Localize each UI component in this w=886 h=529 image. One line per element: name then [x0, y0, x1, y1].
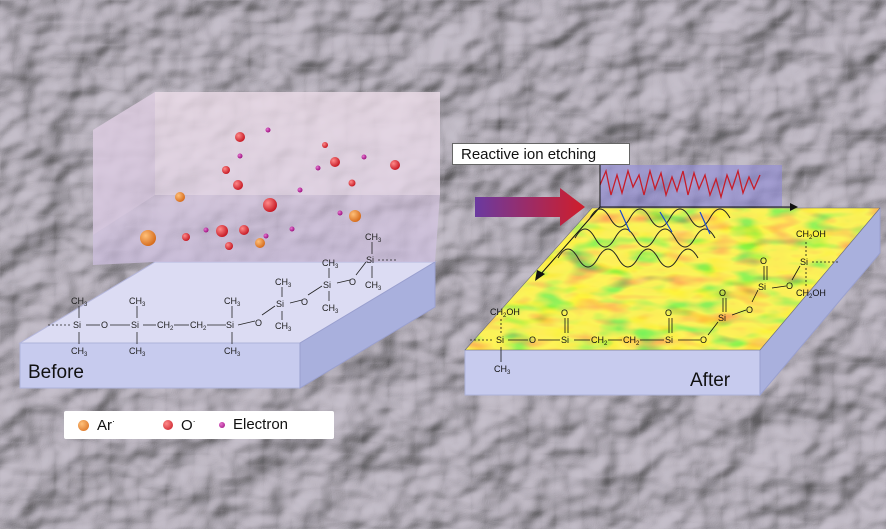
- svg-text:O: O: [719, 288, 726, 298]
- svg-text:CH3: CH3: [224, 296, 241, 308]
- svg-text:Si: Si: [718, 313, 726, 323]
- svg-text:O: O: [301, 297, 308, 307]
- svg-text:O: O: [760, 256, 767, 266]
- svg-text:CH3: CH3: [275, 321, 292, 333]
- svg-text:Si: Si: [73, 320, 81, 330]
- svg-text:CH3: CH3: [322, 258, 339, 270]
- process-arrow: [475, 188, 585, 226]
- svg-text:CH2OH: CH2OH: [490, 307, 520, 319]
- svg-text:Si: Si: [800, 257, 808, 267]
- svg-text:Si: Si: [758, 282, 766, 292]
- svg-text:CH3: CH3: [224, 346, 241, 358]
- svg-text:Si: Si: [561, 335, 569, 345]
- svg-text:O: O: [746, 305, 753, 315]
- after-substrate: [464, 206, 881, 397]
- legend-argon-label: Ar·: [97, 416, 115, 434]
- before-molecule: Si O Si CH2 CH2 Si O Si O Si O Si CH3 CH…: [48, 232, 396, 358]
- svg-text:O: O: [349, 277, 356, 287]
- svg-text:CH2: CH2: [591, 335, 608, 347]
- svg-text:O: O: [561, 308, 568, 318]
- svg-text:CH3: CH3: [494, 364, 511, 376]
- svg-text:CH3: CH3: [365, 280, 382, 292]
- svg-text:Si: Si: [131, 320, 139, 330]
- svg-text:O: O: [255, 318, 262, 328]
- svg-text:Si: Si: [665, 335, 673, 345]
- process-label: Reactive ion etching: [452, 143, 630, 165]
- svg-text:CH3: CH3: [71, 346, 88, 358]
- after-label: After: [690, 370, 731, 391]
- svg-text:CH2: CH2: [190, 320, 207, 332]
- after-molecule: Si O Si CH2 CH2 Si O Si O Si O Si O O O …: [470, 229, 840, 376]
- svg-text:CH2OH: CH2OH: [796, 288, 826, 300]
- legend-oxygen-icon: [163, 420, 173, 430]
- svg-text:CH3: CH3: [71, 296, 88, 308]
- svg-text:Si: Si: [496, 335, 504, 345]
- svg-text:O: O: [529, 335, 536, 345]
- svg-text:O: O: [786, 281, 793, 291]
- svg-text:O: O: [700, 335, 707, 345]
- svg-text:Si: Si: [366, 255, 374, 265]
- svg-text:O: O: [665, 308, 672, 318]
- legend: Ar· O· Electron: [64, 411, 334, 439]
- svg-text:CH2: CH2: [157, 320, 174, 332]
- svg-text:CH3: CH3: [129, 296, 146, 308]
- legend-electron-icon: [219, 422, 225, 428]
- plasma-particles: [140, 127, 400, 250]
- legend-argon-icon: [78, 420, 89, 431]
- svg-text:O: O: [101, 320, 108, 330]
- legend-oxygen-label: O·: [181, 416, 196, 434]
- svg-text:CH2: CH2: [623, 335, 640, 347]
- legend-electron-label: Electron: [233, 416, 289, 433]
- svg-text:CH3: CH3: [365, 232, 382, 244]
- before-label: Before: [28, 362, 84, 383]
- before-substrate: [18, 261, 437, 389]
- svg-text:CH2OH: CH2OH: [796, 229, 826, 241]
- svg-text:CH3: CH3: [322, 303, 339, 315]
- ion-wave-box: [535, 165, 798, 281]
- svg-text:CH3: CH3: [129, 346, 146, 358]
- svg-text:Si: Si: [276, 299, 284, 309]
- svg-text:CH3: CH3: [275, 277, 292, 289]
- svg-text:Si: Si: [226, 320, 234, 330]
- svg-text:Si: Si: [323, 280, 331, 290]
